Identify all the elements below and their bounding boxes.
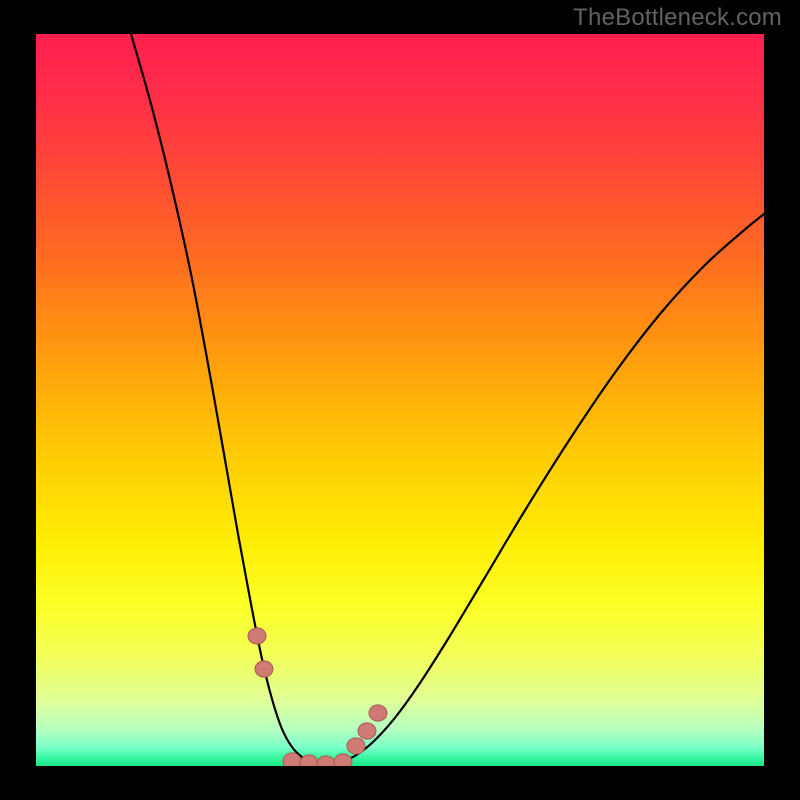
marker-right-1 (347, 738, 365, 754)
curves-layer (36, 34, 764, 766)
curve-right (322, 214, 764, 765)
marker-bottom-3 (334, 754, 352, 766)
watermark-text: TheBottleneck.com (573, 4, 782, 32)
marker-bottom-0 (283, 753, 301, 766)
marker-right-2 (369, 705, 387, 721)
marker-left-0 (248, 628, 266, 644)
marker-left-1 (255, 661, 273, 677)
marker-right-0 (358, 723, 376, 739)
marker-bottom-2 (317, 756, 335, 766)
curve-left (131, 34, 322, 765)
plot-area (36, 34, 764, 766)
canvas: TheBottleneck.com (0, 0, 800, 800)
marker-bottom-1 (300, 755, 318, 766)
